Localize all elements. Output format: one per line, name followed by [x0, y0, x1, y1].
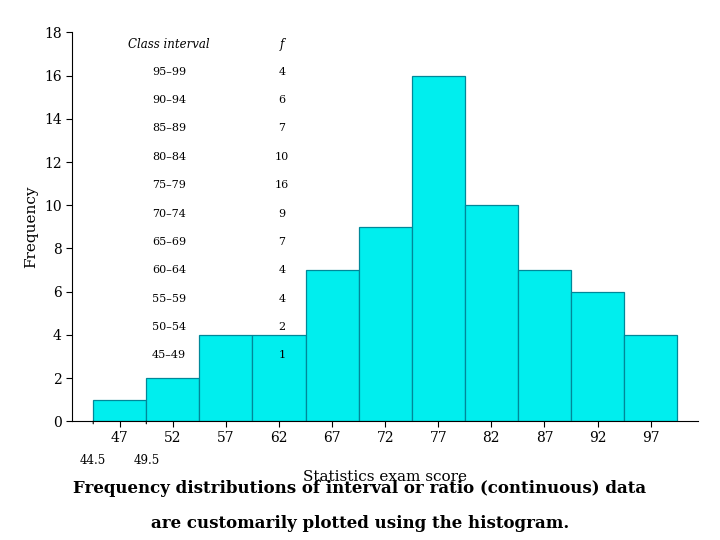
Text: 6: 6 [279, 95, 285, 105]
Text: 65–69: 65–69 [152, 237, 186, 247]
Text: 7: 7 [279, 237, 285, 247]
Bar [93, 400, 146, 421]
Text: 4: 4 [279, 294, 285, 303]
Bar [146, 378, 199, 421]
Bar [571, 292, 624, 421]
Bar [199, 335, 253, 421]
Text: 4: 4 [279, 265, 285, 275]
Text: 10: 10 [275, 152, 289, 162]
Text: 2: 2 [279, 322, 285, 332]
Text: Frequency distributions of interval or ratio (continuous) data: Frequency distributions of interval or r… [73, 480, 647, 497]
Text: 55–59: 55–59 [152, 294, 186, 303]
Text: 7: 7 [279, 123, 285, 133]
Text: 60–64: 60–64 [152, 265, 186, 275]
Bar [359, 227, 412, 421]
Y-axis label: Frequency: Frequency [24, 186, 38, 268]
Text: are customarily plotted using the histogram.: are customarily plotted using the histog… [151, 515, 569, 532]
X-axis label: Statistics exam score: Statistics exam score [303, 470, 467, 484]
Text: 70–74: 70–74 [152, 208, 186, 219]
Text: 75–79: 75–79 [152, 180, 186, 190]
Text: 44.5: 44.5 [80, 454, 107, 467]
Bar [624, 335, 678, 421]
Text: 45–49: 45–49 [152, 350, 186, 360]
Text: 16: 16 [275, 180, 289, 190]
Text: 95–99: 95–99 [152, 66, 186, 77]
Bar [412, 76, 465, 421]
Text: Class interval: Class interval [128, 38, 210, 51]
Text: 85–89: 85–89 [152, 123, 186, 133]
Bar [465, 205, 518, 421]
Text: 4: 4 [279, 66, 285, 77]
Text: f: f [279, 38, 284, 51]
Bar [253, 335, 305, 421]
Text: 50–54: 50–54 [152, 322, 186, 332]
Bar [518, 270, 571, 421]
Bar [305, 270, 359, 421]
Text: 90–94: 90–94 [152, 95, 186, 105]
Text: 80–84: 80–84 [152, 152, 186, 162]
Text: 9: 9 [279, 208, 285, 219]
Text: 1: 1 [279, 350, 285, 360]
Text: 49.5: 49.5 [133, 454, 159, 467]
